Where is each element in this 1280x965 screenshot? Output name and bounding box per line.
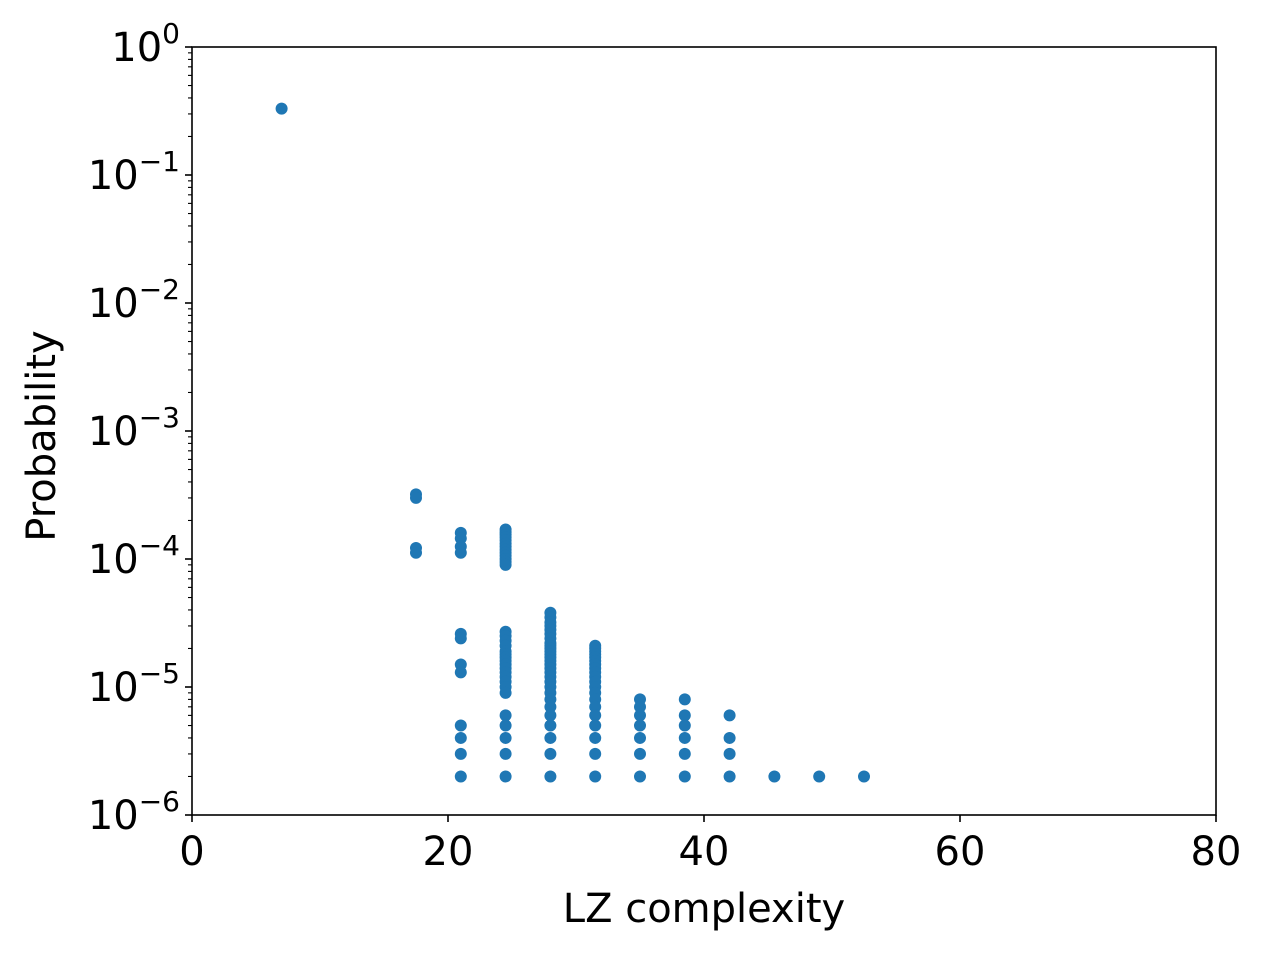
data-point — [544, 770, 557, 783]
x-tick-label: 0 — [179, 829, 204, 875]
data-point — [589, 770, 602, 783]
plot-area — [192, 47, 1216, 815]
data-point — [634, 709, 646, 722]
data-point — [678, 747, 691, 760]
y-tick-label: 100 — [111, 17, 180, 71]
data-point — [634, 770, 646, 783]
data-point — [589, 747, 602, 760]
data-point — [723, 709, 736, 722]
y-axis-label: Probability — [19, 330, 65, 541]
data-point — [678, 709, 691, 722]
data-point — [454, 546, 467, 559]
data-point — [454, 770, 467, 783]
data-point — [634, 731, 646, 744]
data-point — [858, 770, 870, 783]
x-tick-label: 20 — [423, 829, 474, 875]
data-point — [678, 731, 691, 744]
y-tick-label: 10−3 — [88, 401, 180, 455]
data-point — [499, 747, 512, 760]
data-point — [454, 632, 467, 645]
data-point — [499, 709, 512, 722]
data-point — [589, 700, 602, 713]
data-point — [454, 719, 467, 732]
data-point — [499, 686, 512, 699]
y-tick-label: 10−5 — [88, 657, 180, 711]
x-axis-label: LZ complexity — [563, 886, 845, 932]
data-point — [723, 747, 736, 760]
data-point — [768, 770, 781, 783]
data-point — [544, 747, 557, 760]
data-point — [678, 719, 691, 732]
data-point — [499, 770, 512, 783]
data-point — [634, 747, 646, 760]
data-point — [410, 491, 422, 504]
data-point — [634, 719, 646, 732]
y-tick-label: 10−6 — [88, 785, 180, 839]
y-tick-label: 10−2 — [88, 273, 180, 327]
data-points — [275, 102, 870, 783]
plot-frame — [191, 46, 1217, 816]
data-point — [454, 532, 467, 545]
data-point — [634, 700, 646, 713]
data-point — [275, 102, 288, 115]
data-point — [454, 666, 467, 679]
data-point — [454, 747, 467, 760]
data-point — [544, 731, 557, 744]
data-point — [589, 719, 602, 732]
data-point — [544, 719, 557, 732]
data-point — [410, 546, 422, 559]
y-tick-label: 10−4 — [88, 529, 180, 583]
y-tick-label: 10−1 — [88, 145, 180, 199]
data-point — [454, 731, 467, 744]
data-point — [678, 770, 691, 783]
y-axis-ticks: 100 10−1 10−2 10−3 10−4 10−5 10−6 — [88, 17, 192, 839]
data-point — [723, 731, 736, 744]
data-point — [544, 700, 557, 713]
x-tick-label: 40 — [679, 829, 730, 875]
data-point — [499, 731, 512, 744]
data-point — [589, 731, 602, 744]
x-axis-ticks: 0 20 40 60 80 — [179, 815, 1241, 875]
data-point — [499, 558, 512, 571]
data-point — [499, 719, 512, 732]
data-point — [813, 770, 826, 783]
x-tick-label: 60 — [935, 829, 986, 875]
x-tick-label: 80 — [1191, 829, 1242, 875]
data-point — [544, 709, 557, 722]
data-point — [589, 709, 602, 722]
data-point — [723, 770, 736, 783]
data-point — [678, 693, 691, 706]
